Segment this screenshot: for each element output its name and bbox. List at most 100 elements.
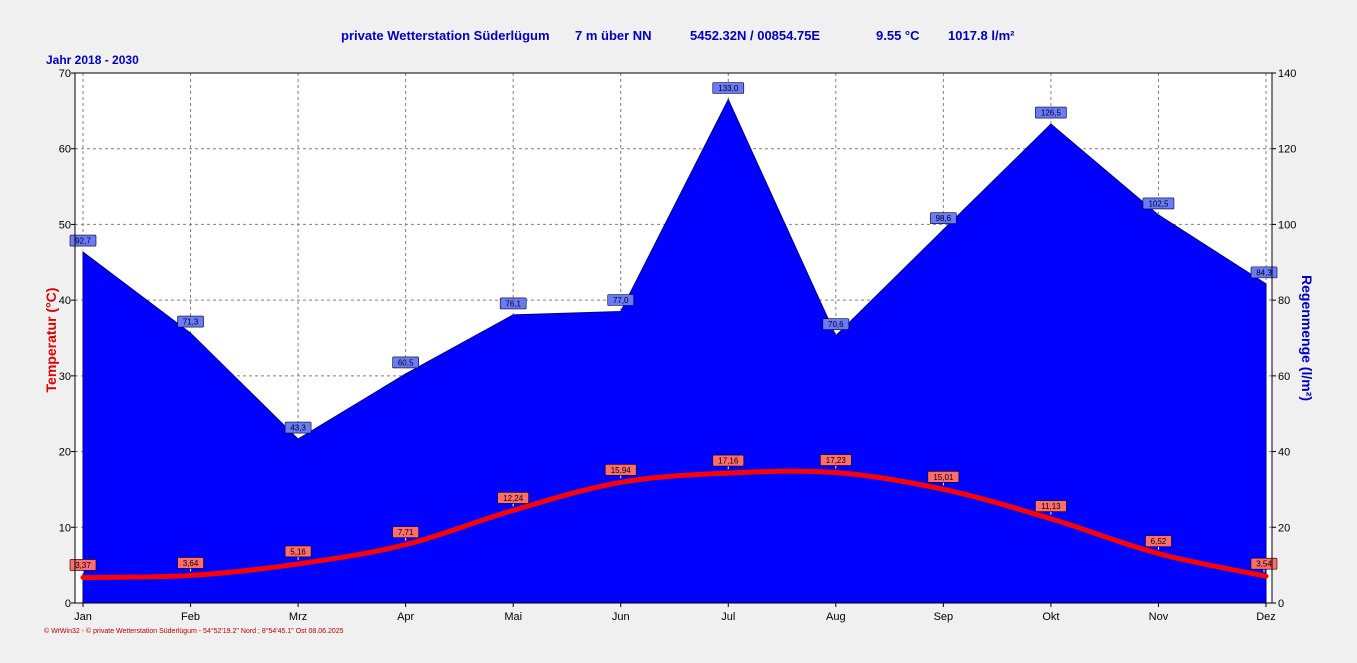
data-label-text: 17,23 — [826, 456, 847, 465]
temperature-data-label: 5,16 — [284, 545, 312, 560]
x-tick-label: Nov — [1149, 611, 1169, 623]
data-label-text: 15,94 — [611, 466, 632, 475]
data-label-text: 126,5 — [1041, 109, 1062, 118]
temperature-data-label: 17,16 — [712, 454, 745, 470]
rain-data-label: 84,3 — [1250, 266, 1278, 281]
rain-data-label: 70,6 — [822, 318, 850, 333]
rain-data-label: 76,1 — [499, 297, 527, 312]
data-label-box — [607, 294, 635, 306]
left-tick-label: 70 — [59, 68, 71, 80]
temperature-data-label: 6,52 — [1145, 535, 1172, 550]
rain-data-label: 126,5 — [1035, 106, 1067, 122]
right-tick-label: 20 — [1278, 522, 1290, 534]
data-label-box — [69, 234, 97, 247]
left-tick-label: 10 — [59, 522, 71, 534]
station-name: private Wetterstation Süderlügum — [341, 28, 550, 43]
data-label-text: 3,54 — [1256, 560, 1272, 569]
data-label-box — [392, 356, 419, 369]
data-label-box — [1142, 197, 1175, 210]
temperature-data-label: 15,01 — [927, 471, 960, 486]
data-label-text: 76,1 — [505, 299, 521, 308]
right-tick-label: 120 — [1278, 144, 1296, 156]
temperature-data-label: 3,37 — [69, 559, 97, 574]
data-label-text: 6,52 — [1151, 537, 1167, 546]
rain-data-label: 71,3 — [177, 315, 204, 331]
data-label-box — [604, 464, 637, 476]
right-tick-label: 60 — [1278, 371, 1290, 383]
data-label-box — [1145, 535, 1172, 547]
data-label-text: 98,6 — [936, 214, 952, 223]
data-label-box — [822, 318, 850, 331]
rain-data-label: 98,6 — [930, 212, 957, 227]
data-label-box — [177, 315, 204, 328]
left-tick-label: 50 — [59, 219, 71, 231]
x-tick-label: Mrz — [289, 611, 307, 623]
right-axis-title: Regenmenge (l/m²) — [1299, 275, 1315, 401]
rain-data-label: 43,3 — [284, 421, 312, 437]
rain-data-label: 92,7 — [69, 234, 97, 250]
station-elevation: 7 m über NN — [575, 28, 652, 43]
data-label-box — [712, 82, 745, 94]
data-label-box — [284, 545, 312, 558]
temperature-data-label: 3,54 — [1250, 557, 1278, 573]
data-label-text: 3,37 — [75, 561, 91, 570]
x-tick-label: Jul — [721, 611, 735, 623]
x-tick-label: Jun — [612, 611, 630, 623]
data-label-text: 60,5 — [398, 358, 414, 367]
data-label-text: 84,3 — [1256, 268, 1272, 277]
data-label-box — [1035, 500, 1067, 513]
left-tick-label: 60 — [59, 144, 71, 156]
year-range: Jahr 2018 - 2030 — [46, 53, 139, 67]
temperature-data-label: 12,24 — [497, 492, 529, 507]
data-label-text: 15,01 — [933, 473, 954, 482]
temperature-data-label: 11,13 — [1035, 500, 1067, 515]
x-tick-label: Apr — [397, 611, 414, 623]
data-label-text: 77,0 — [613, 296, 629, 305]
mean-temperature: 9.55 °C — [876, 28, 920, 43]
x-tick-label: Feb — [181, 611, 200, 623]
data-label-box — [1035, 106, 1067, 119]
right-tick-label: 80 — [1278, 295, 1290, 307]
left-tick-label: 0 — [65, 598, 71, 610]
data-label-text: 12,24 — [503, 494, 524, 503]
data-label-box — [177, 557, 204, 569]
temperature-data-label: 3,64 — [177, 557, 204, 572]
footer-credit: © WrWin32 - © private Wetterstation Süde… — [44, 628, 344, 635]
x-tick-label: Sep — [934, 611, 954, 623]
data-label-text: 70,6 — [828, 320, 844, 329]
data-label-box — [930, 212, 957, 225]
x-tick-label: Aug — [826, 611, 846, 623]
rain-data-label: 60,5 — [392, 356, 419, 371]
data-label-text: 92,7 — [75, 237, 91, 246]
data-label-box — [820, 454, 852, 466]
x-tick-label: Okt — [1042, 611, 1059, 623]
data-label-text: 17,16 — [718, 457, 739, 466]
right-tick-label: 40 — [1278, 447, 1290, 459]
data-label-text: 71,3 — [183, 318, 199, 327]
left-tick-label: 20 — [59, 447, 71, 459]
x-tick-label: Mai — [504, 611, 522, 623]
data-label-box — [712, 454, 745, 467]
temperature-line-series — [80, 468, 1269, 580]
temperature-data-label: 7,71 — [392, 526, 419, 541]
temperature-data-label: 17,23 — [820, 454, 852, 469]
data-label-text: 133,0 — [718, 84, 739, 93]
rain-data-label: 102,5 — [1142, 197, 1175, 212]
data-label-box — [497, 492, 529, 504]
total-rainfall: 1017.8 l/m² — [948, 28, 1015, 43]
left-tick-label: 30 — [59, 371, 71, 383]
data-label-text: 43,3 — [290, 424, 306, 433]
temperature-data-label: 15,94 — [604, 464, 637, 479]
data-label-text: 102,5 — [1148, 199, 1169, 208]
station-coordinates: 5452.32N / 00854.75E — [690, 28, 821, 43]
right-tick-label: 100 — [1278, 219, 1296, 231]
data-label-text: 11,13 — [1041, 502, 1061, 511]
data-label-text: 3,64 — [183, 559, 199, 568]
data-label-box — [284, 421, 312, 434]
right-tick-label: 140 — [1278, 68, 1296, 80]
data-label-text: 7,71 — [398, 528, 414, 537]
rain-data-label: 77,0 — [607, 294, 635, 309]
data-label-box — [927, 471, 960, 483]
x-tick-label: Jan — [74, 611, 92, 623]
